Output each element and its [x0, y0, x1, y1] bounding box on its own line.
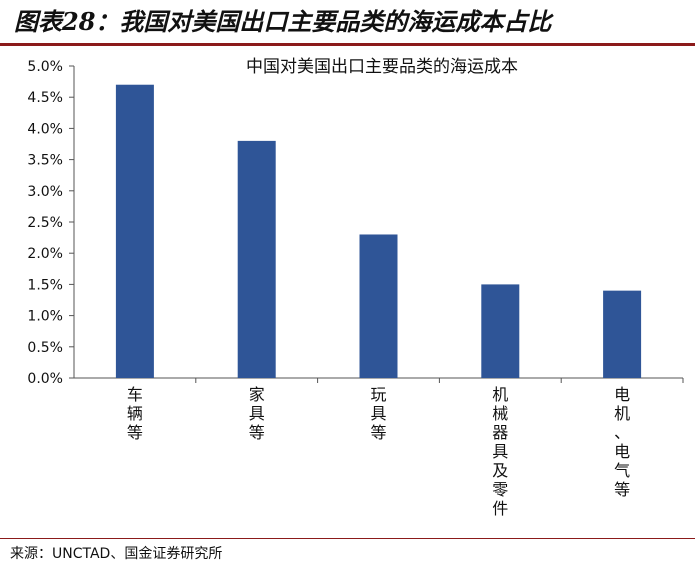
- x-tick-label: 车辆等: [127, 385, 143, 442]
- footer-divider: [0, 538, 695, 539]
- y-tick-label: 2.5%: [27, 215, 63, 231]
- x-tick-label: 家具等: [249, 385, 265, 442]
- x-axis-labels: 车辆等 家具等 玩具等 机械器具及零件 电机、电气等: [127, 385, 630, 518]
- x-tick-label: 机械器具及零件: [492, 385, 508, 518]
- y-tick-label: 1.5%: [27, 277, 63, 293]
- source-text: UNCTAD、国金证券研究所: [52, 546, 223, 562]
- figure-header: 图表28：我国对美国出口主要品类的海运成本占比: [0, 0, 695, 46]
- source-note: 来源：UNCTAD、国金证券研究所: [10, 543, 222, 563]
- source-label: 来源：: [10, 546, 52, 562]
- y-tick-label: 1.0%: [27, 309, 63, 325]
- y-tick-label: 5.0%: [27, 59, 63, 75]
- figure-title: 我国对美国出口主要品类的海运成本占比: [119, 7, 552, 36]
- bar: [359, 234, 398, 378]
- bar: [481, 284, 520, 378]
- y-tick-label: 0.0%: [27, 371, 63, 387]
- y-tick-label: 2.0%: [27, 246, 63, 262]
- bar: [603, 290, 642, 378]
- header-divider: [0, 43, 695, 46]
- x-tick-label: 电机、电气等: [614, 385, 630, 499]
- bar: [237, 140, 276, 378]
- y-axis-ticks: 0.0% 0.5% 1.0% 1.5% 2.0% 2.5% 3.0% 3.5% 4.0% 4.5%…: [27, 59, 74, 387]
- bar-chart: 中国对美国出口主要品类的海运成本 0.0% 0.5% 1.0% 1.5% 2.0% 2.5…: [27, 57, 684, 518]
- chart-title: 中国对美国出口主要品类的海运成本: [246, 57, 518, 77]
- figure-label: 图表28：: [14, 7, 120, 36]
- y-tick-label: 4.5%: [27, 90, 63, 106]
- x-tick-label: 玩具等: [370, 385, 386, 442]
- y-tick-label: 4.0%: [27, 121, 63, 137]
- y-tick-label: 0.5%: [27, 340, 63, 356]
- bar: [115, 84, 154, 378]
- bar-series: [115, 84, 684, 383]
- y-tick-label: 3.0%: [27, 184, 63, 200]
- y-tick-label: 3.5%: [27, 153, 63, 169]
